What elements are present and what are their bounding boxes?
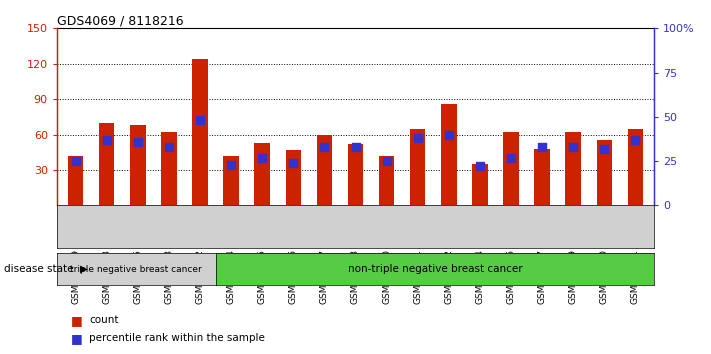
- Text: GDS4069 / 8118216: GDS4069 / 8118216: [57, 14, 183, 27]
- Bar: [565, 132, 581, 205]
- Point: [194, 118, 205, 123]
- Bar: [99, 123, 114, 205]
- Point: [567, 144, 579, 150]
- Bar: [68, 156, 83, 205]
- Bar: [255, 143, 270, 205]
- Bar: [628, 129, 643, 205]
- Point: [164, 144, 175, 150]
- Point: [132, 139, 144, 144]
- Point: [599, 146, 610, 152]
- Bar: [503, 132, 519, 205]
- Point: [225, 162, 237, 167]
- Point: [506, 155, 517, 160]
- Bar: [286, 150, 301, 205]
- Bar: [441, 104, 456, 205]
- Bar: [316, 135, 332, 205]
- Point: [412, 135, 424, 141]
- Text: percentile rank within the sample: percentile rank within the sample: [89, 333, 264, 343]
- Point: [101, 137, 112, 143]
- Text: triple negative breast cancer: triple negative breast cancer: [70, 264, 202, 274]
- Bar: [472, 164, 488, 205]
- Text: disease state  ▶: disease state ▶: [4, 264, 87, 274]
- Bar: [130, 125, 146, 205]
- Bar: [348, 144, 363, 205]
- Point: [350, 144, 361, 150]
- Text: ■: ■: [71, 314, 83, 327]
- Bar: [535, 149, 550, 205]
- Point: [474, 164, 486, 169]
- Bar: [379, 156, 395, 205]
- Bar: [410, 129, 425, 205]
- Point: [630, 137, 641, 143]
- Bar: [597, 141, 612, 205]
- Point: [257, 155, 268, 160]
- Bar: [192, 59, 208, 205]
- Point: [319, 144, 330, 150]
- Point: [381, 158, 392, 164]
- Point: [70, 158, 81, 164]
- Bar: [161, 132, 176, 205]
- Point: [443, 132, 454, 137]
- Bar: [223, 156, 239, 205]
- Text: count: count: [89, 315, 118, 325]
- Text: ■: ■: [71, 332, 83, 344]
- Point: [287, 160, 299, 166]
- Text: non-triple negative breast cancer: non-triple negative breast cancer: [348, 264, 522, 274]
- Point: [537, 144, 548, 150]
